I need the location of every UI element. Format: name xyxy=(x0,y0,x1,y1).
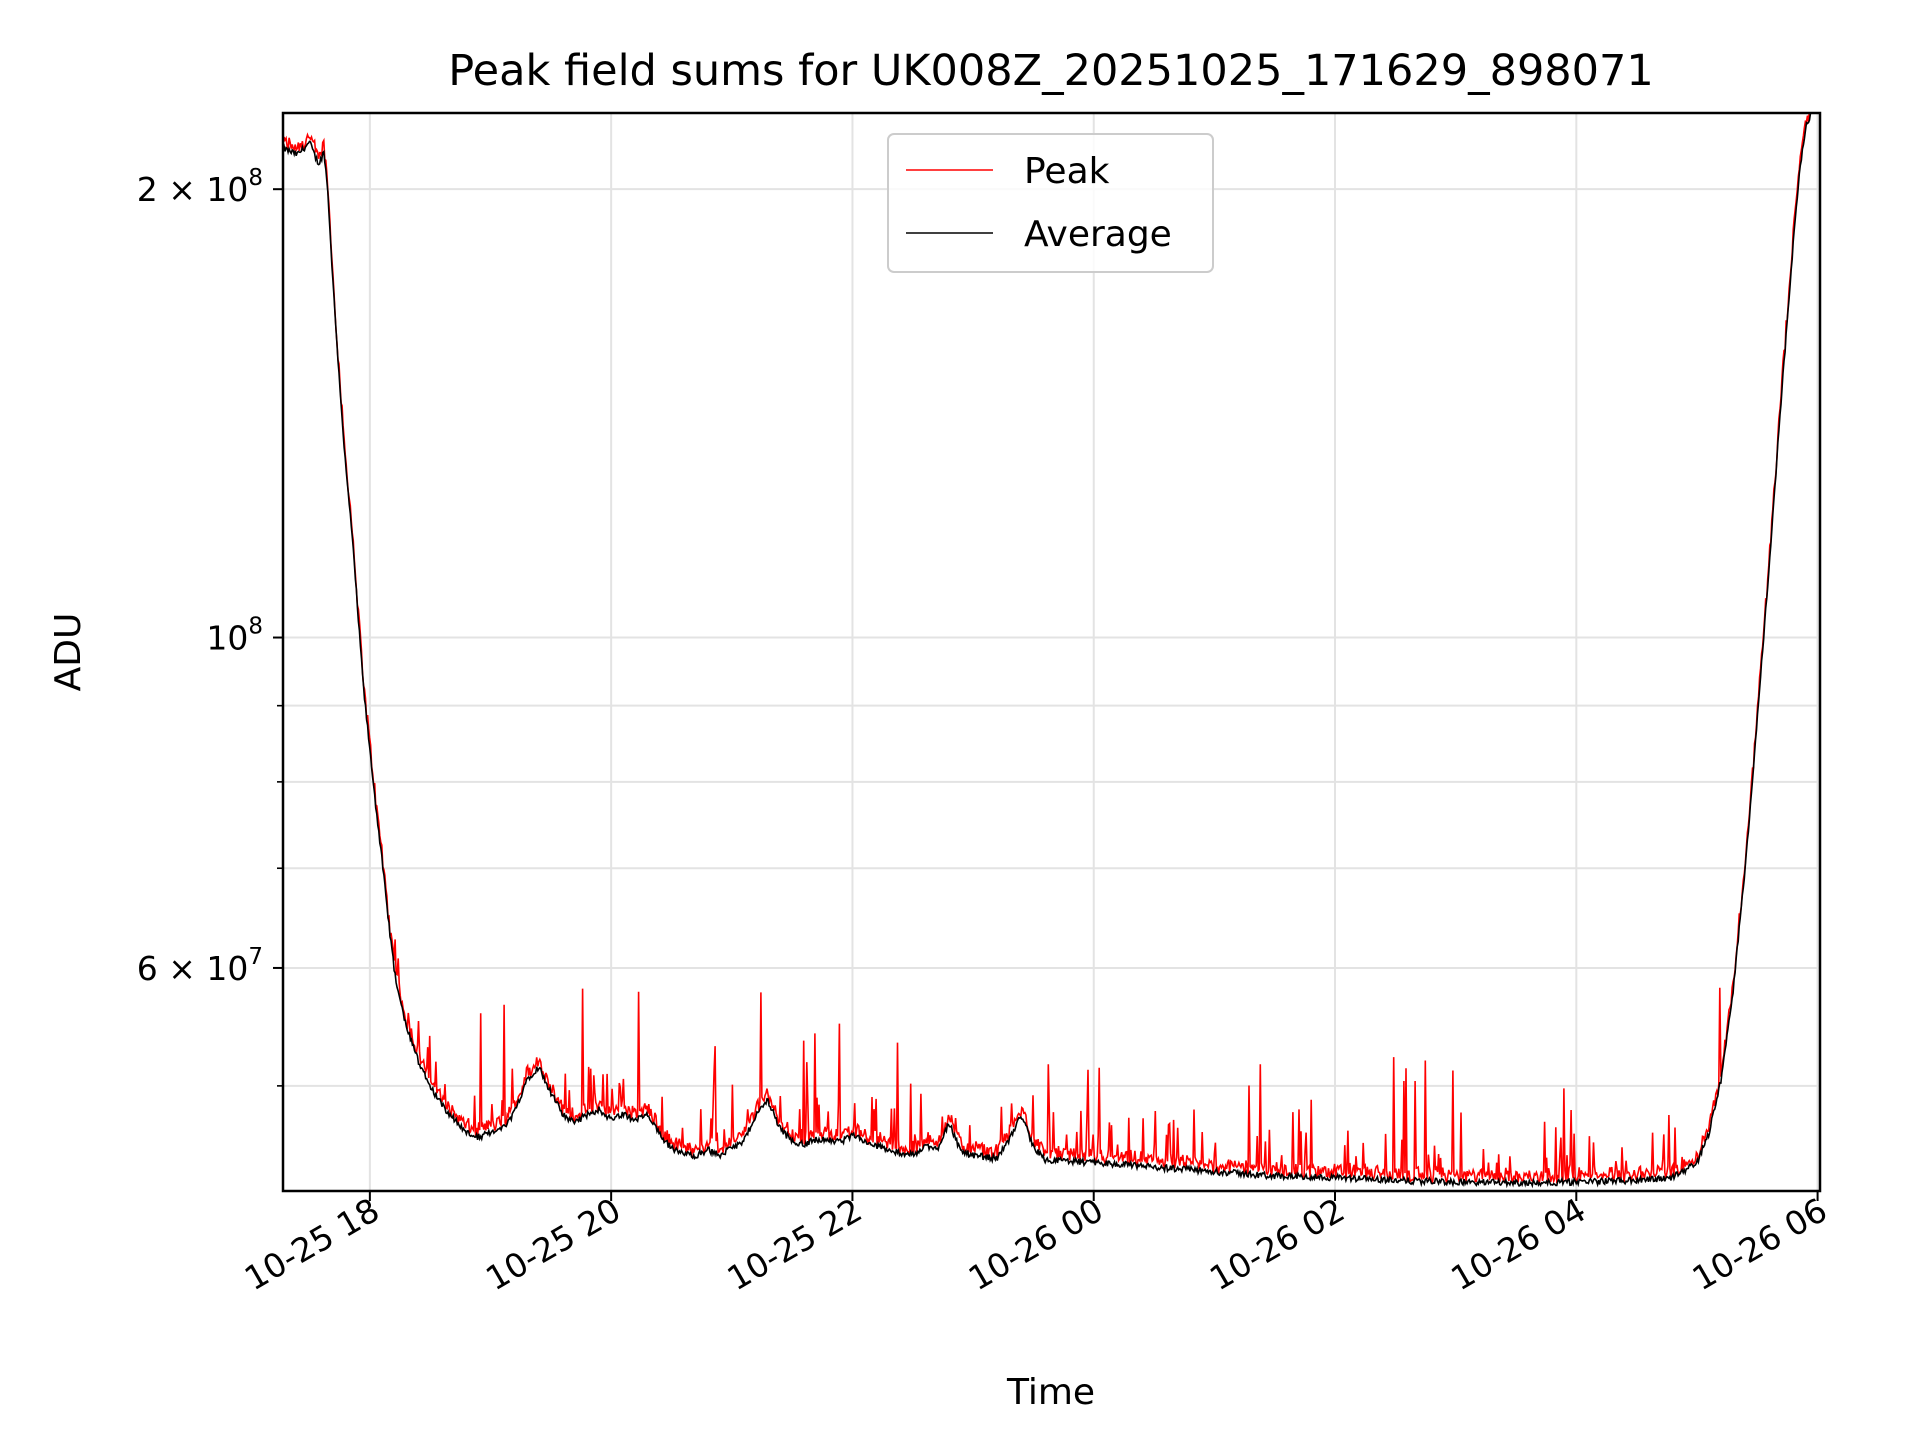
y-tick-label: 108 xyxy=(206,614,263,658)
series-line-average xyxy=(283,113,1812,1189)
plot-series xyxy=(283,113,1812,1189)
y-tick-exponent: 8 xyxy=(248,165,263,191)
y-tick-exponent: 7 xyxy=(248,944,263,970)
legend-label-peak: Peak xyxy=(1024,151,1110,192)
plot-frame xyxy=(281,111,1822,1193)
y-tick-exponent: 8 xyxy=(248,614,263,640)
y-tick-label: 2 × 108 xyxy=(137,165,263,209)
legend: Peak Average xyxy=(887,133,1214,273)
y-tick-mantissa: 10 xyxy=(206,619,248,658)
y-tick-mantissa: 6 × 10 xyxy=(137,949,249,988)
legend-label-average: Average xyxy=(1024,214,1172,255)
y-axis-label: ADU xyxy=(48,613,89,692)
y-tick-label: 6 × 107 xyxy=(137,944,263,988)
chart-title: Peak field sums for UK008Z_20251025_1716… xyxy=(448,46,1654,96)
x-axis-label: Time xyxy=(1006,1372,1095,1413)
legend-box xyxy=(887,133,1214,273)
y-tick-mantissa: 2 × 10 xyxy=(137,170,249,209)
